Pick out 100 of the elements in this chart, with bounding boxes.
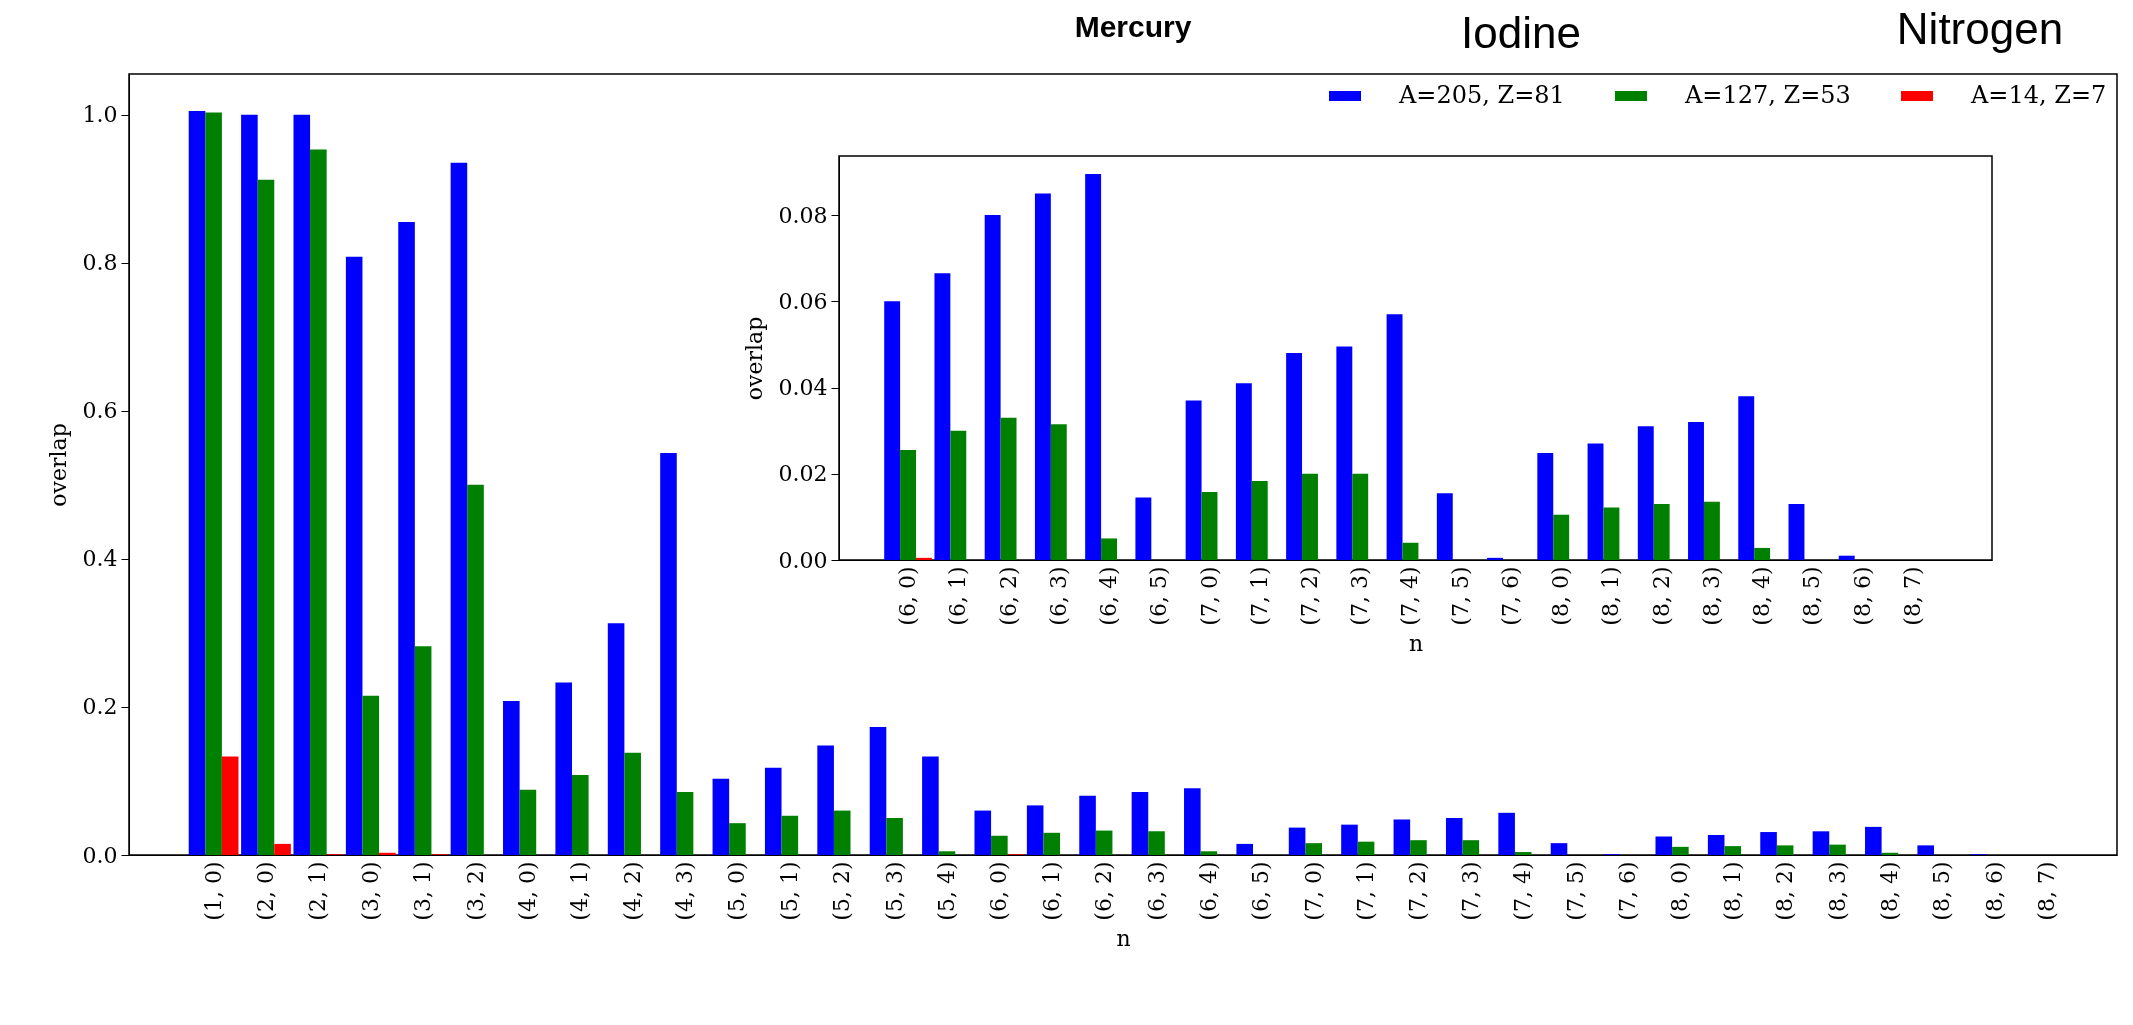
bar — [345, 256, 363, 855]
x-tick-label: (2, 0) — [252, 861, 278, 921]
bar — [1357, 841, 1375, 855]
x-tick-label: (6, 1) — [1038, 861, 1064, 921]
y-tick-label: 0.2 — [82, 694, 118, 720]
x-tick-label: (5, 3) — [881, 861, 907, 921]
x-tick-label: (7, 3) — [1347, 566, 1373, 626]
bar — [1788, 503, 1805, 560]
x-tick-label: (4, 3) — [672, 861, 698, 921]
bar — [1235, 383, 1252, 560]
bar — [1079, 795, 1096, 855]
bar — [1393, 819, 1411, 855]
x-tick-label: (6, 5) — [1248, 861, 1274, 921]
bar — [1101, 538, 1117, 560]
x-tick-label: (5, 4) — [933, 861, 959, 921]
bar — [274, 843, 291, 855]
bar — [1724, 846, 1742, 855]
bar — [1812, 831, 1830, 855]
y-tick-label: 0.0 — [82, 842, 118, 868]
bar — [1587, 443, 1604, 560]
bar — [1603, 507, 1620, 560]
bar — [1286, 353, 1303, 560]
y-tick-label: 0.6 — [82, 398, 118, 424]
bar — [1200, 851, 1218, 855]
bar — [950, 430, 967, 560]
bar — [1236, 843, 1253, 855]
bar — [869, 726, 887, 855]
x-tick-label: (8, 2) — [1648, 566, 1674, 626]
bar — [1637, 426, 1654, 560]
bar — [729, 823, 746, 855]
bar — [398, 222, 415, 855]
bar — [379, 852, 396, 855]
bar — [1026, 805, 1044, 855]
bar — [1302, 473, 1318, 560]
x-tick-label: (8, 2) — [1772, 861, 1798, 921]
bar — [922, 756, 939, 855]
y-tick-label: 0.06 — [778, 288, 828, 314]
y-tick-label: 0.8 — [82, 250, 118, 276]
bar — [1341, 824, 1358, 855]
bar — [781, 815, 799, 855]
bar — [1436, 493, 1453, 560]
x-tick-label: (7, 5) — [1562, 861, 1588, 921]
bar — [1514, 852, 1532, 855]
bar — [1498, 812, 1515, 855]
x-tick-label: (8, 4) — [1749, 566, 1775, 626]
x-tick-label: (7, 2) — [1297, 566, 1322, 626]
bar — [414, 646, 432, 855]
x-tick-label: (7, 0) — [1196, 566, 1222, 626]
bar — [833, 810, 851, 855]
bar — [991, 835, 1008, 855]
bar — [984, 215, 1001, 560]
bar — [1148, 831, 1165, 855]
bar — [916, 557, 932, 560]
bar — [257, 179, 275, 855]
bar — [310, 149, 327, 855]
x-tick-label: (7, 3) — [1457, 861, 1483, 921]
x-tick-label: (7, 6) — [1614, 861, 1640, 921]
bar — [1688, 422, 1704, 560]
bar — [900, 450, 917, 560]
x-tick-label: (7, 4) — [1510, 861, 1536, 921]
x-tick-label: (7, 4) — [1397, 566, 1423, 626]
bar — [607, 623, 625, 855]
bar — [624, 752, 641, 855]
bar — [1838, 555, 1855, 560]
x-tick-label: (6, 1) — [945, 566, 971, 626]
bar — [1402, 542, 1419, 560]
x-tick-label: (3, 1) — [410, 861, 436, 921]
bar — [1410, 840, 1427, 855]
bar — [1537, 453, 1554, 560]
x-tick-label: (7, 5) — [1447, 566, 1473, 626]
x-tick-label: (8, 4) — [1876, 861, 1902, 921]
y-tick-label: 0.04 — [778, 375, 828, 401]
bar — [1050, 424, 1067, 560]
x-tick-label: (7, 1) — [1353, 861, 1379, 921]
x-tick-label: (8, 1) — [1719, 861, 1745, 921]
x-tick-label: (8, 3) — [1698, 566, 1724, 626]
x-tick-label: (6, 4) — [1096, 566, 1122, 626]
bar — [934, 273, 951, 560]
x-tick-label: (8, 7) — [2034, 861, 2060, 921]
x-axis-title: n — [1408, 630, 1424, 656]
x-tick-label: (7, 0) — [1300, 861, 1326, 921]
y-tick-label: 0.00 — [778, 547, 828, 573]
bar — [1288, 827, 1306, 855]
bar — [1754, 547, 1771, 560]
bar — [1760, 832, 1777, 855]
bar — [1135, 497, 1152, 560]
bar — [1352, 473, 1369, 560]
bar — [555, 682, 572, 855]
bar — [1553, 514, 1570, 560]
x-tick-label: (1, 0) — [200, 861, 226, 921]
x-tick-label: (4, 1) — [567, 861, 593, 921]
bar — [519, 789, 537, 855]
bar — [1185, 400, 1202, 560]
bar — [467, 484, 484, 855]
x-tick-label: (8, 3) — [1824, 861, 1850, 921]
x-tick-label: (7, 1) — [1246, 566, 1272, 626]
x-tick-label: (6, 0) — [895, 566, 921, 626]
bar — [1445, 817, 1463, 855]
x-tick-label: (7, 6) — [1497, 566, 1523, 626]
bar — [886, 817, 903, 855]
